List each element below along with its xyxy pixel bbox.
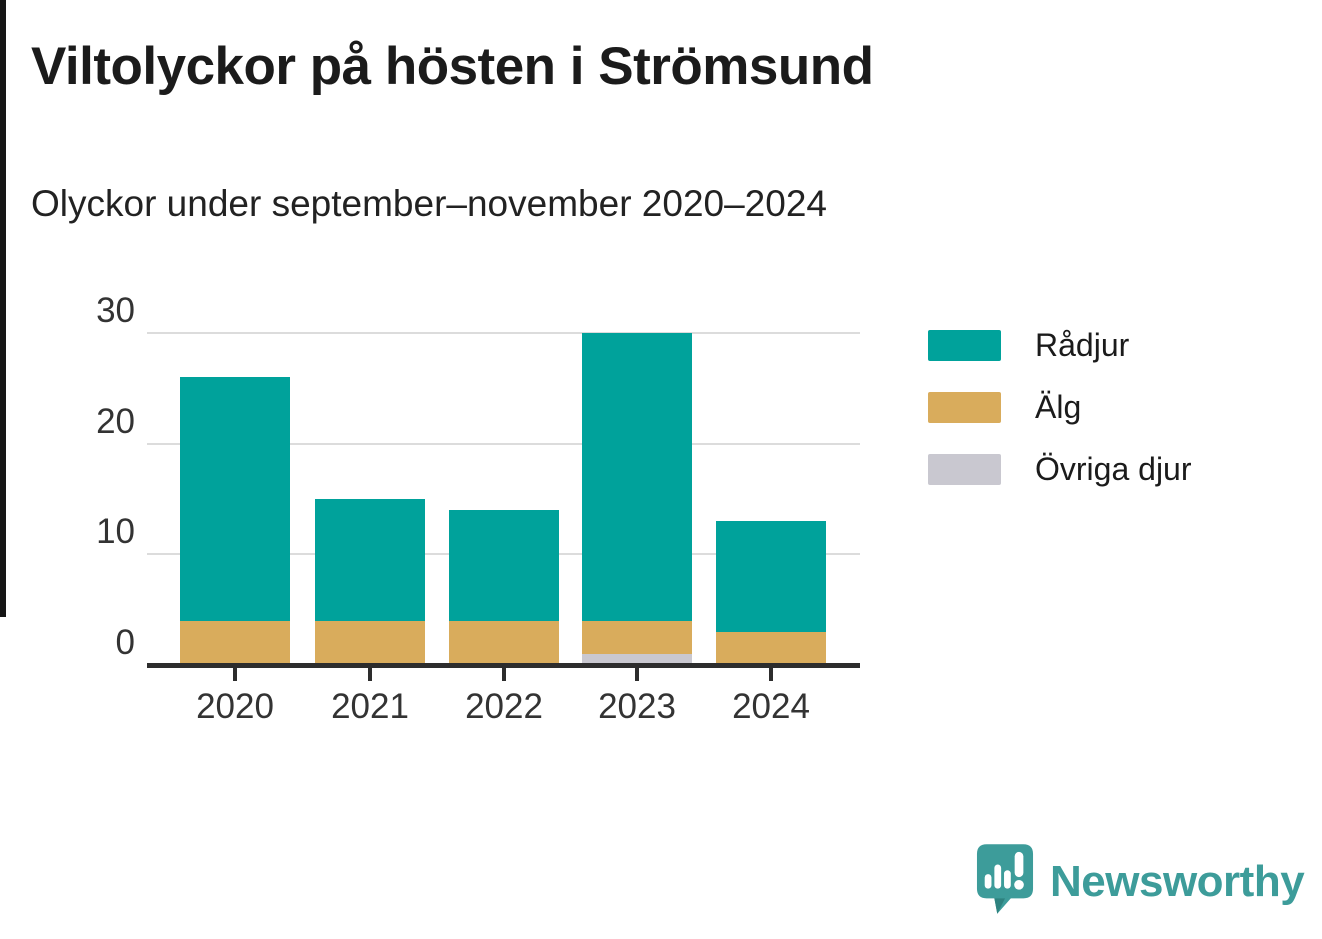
legend-swatch-radjur xyxy=(928,329,1001,361)
legend-item-alg: Älg xyxy=(928,388,1192,425)
gridline-y20 xyxy=(147,442,860,445)
newsworthy-wordmark: Newsworthy xyxy=(1050,856,1305,906)
bar-2021 xyxy=(315,333,425,665)
x-tick-2024 xyxy=(769,668,773,681)
bar-2023-segment-Rådjur xyxy=(582,333,692,621)
x-tick-2023 xyxy=(635,668,639,681)
x-tick-label-2024: 2024 xyxy=(732,687,810,726)
bar-2021-segment-Rådjur xyxy=(315,499,425,621)
x-axis-line xyxy=(147,663,860,668)
chart-subtitle: Olyckor under september–november 2020–20… xyxy=(31,183,827,224)
bar-2021-segment-Älg xyxy=(315,620,425,665)
x-tick-label-2023: 2023 xyxy=(598,687,676,726)
y-tick-label-10: 10 xyxy=(96,512,135,552)
x-tick-label-2020: 2020 xyxy=(196,687,274,726)
bar-2023 xyxy=(582,333,692,665)
bar-2020 xyxy=(180,333,290,665)
chart-title: Viltolyckor på hösten i Strömsund xyxy=(31,37,874,96)
legend-label-alg: Älg xyxy=(1035,388,1082,425)
newsworthy-brand: Newsworthy xyxy=(976,843,1305,920)
legend-label-radjur: Rådjur xyxy=(1035,326,1130,363)
plot-area xyxy=(147,332,860,665)
x-tick-label-2022: 2022 xyxy=(465,687,543,726)
bar-2024-segment-Rådjur xyxy=(716,521,826,632)
legend-item-radjur: Rådjur xyxy=(928,326,1192,363)
bar-2024 xyxy=(716,333,826,665)
bar-2022-segment-Rådjur xyxy=(449,510,559,621)
newsworthy-logo-icon xyxy=(976,843,1034,920)
y-tick-label-0: 0 xyxy=(115,623,135,662)
chart-legend: Rådjur Älg Övriga djur xyxy=(928,326,1192,514)
bar-2020-segment-Rådjur xyxy=(180,377,290,621)
left-edge-artifact xyxy=(0,0,6,617)
legend-swatch-ovriga-djur xyxy=(928,453,1001,485)
x-tick-2022 xyxy=(502,668,506,681)
bar-2020-segment-Älg xyxy=(180,620,290,665)
x-tick-label-2021: 2021 xyxy=(331,687,409,726)
bar-2024-segment-Älg xyxy=(716,631,826,665)
x-tick-2020 xyxy=(233,668,237,681)
y-tick-label-20: 20 xyxy=(96,401,135,441)
legend-item-ovriga-djur: Övriga djur xyxy=(928,450,1192,487)
legend-label-ovriga-djur: Övriga djur xyxy=(1035,450,1192,487)
x-axis-labels: 2020 2021 2022 2023 2024 xyxy=(147,665,860,735)
gridline-y30 xyxy=(147,332,860,334)
x-tick-2021 xyxy=(368,668,372,681)
y-tick-label-30: 30 xyxy=(96,291,135,330)
bar-2023-segment-Älg xyxy=(582,620,692,654)
legend-swatch-alg xyxy=(928,391,1001,423)
y-axis-labels: 0 10 20 30 xyxy=(40,291,135,665)
bar-2023-segment-Övriga djur xyxy=(582,653,692,665)
bar-2022-segment-Älg xyxy=(449,620,559,665)
bar-2022 xyxy=(449,333,559,665)
